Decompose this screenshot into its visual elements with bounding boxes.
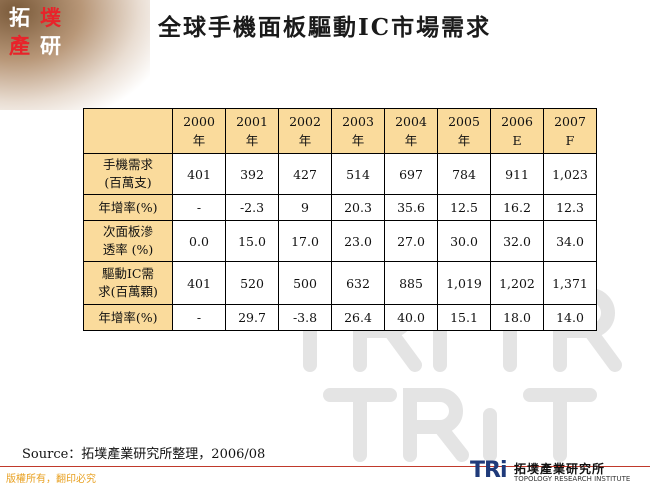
tri-logo-mark: TRi <box>470 458 507 483</box>
table-cell: 500 <box>278 261 332 305</box>
column-header: 2006 E <box>490 108 544 154</box>
table-cell: 12.3 <box>543 194 597 221</box>
table-cell: - <box>172 194 226 221</box>
table-cell: 401 <box>172 153 226 195</box>
table-cell: 16.2 <box>490 194 544 221</box>
table-cell: 1,023 <box>543 153 597 195</box>
table-cell: 520 <box>225 261 279 305</box>
copyright-notice: 版權所有，翻印必究 <box>6 474 96 485</box>
table-cell: 30.0 <box>437 220 491 262</box>
row-label: 次面板滲 透率 (%) <box>83 220 173 262</box>
table-cell: 32.0 <box>490 220 544 262</box>
row-label: 手機需求 (百萬支) <box>83 153 173 195</box>
table-cell: 911 <box>490 153 544 195</box>
footer-divider <box>0 466 650 467</box>
table-row: 年增率(%) - -2.3 9 20.3 35.6 12.5 16.2 12.3 <box>83 194 597 221</box>
table-row: 驅動IC需 求(百萬顆) 401 520 500 632 885 1,019 1,… <box>83 261 597 305</box>
logo-char: 拓 <box>9 6 30 30</box>
table-cell: 427 <box>278 153 332 195</box>
table-cell: 35.6 <box>384 194 438 221</box>
column-header: 2002 年 <box>278 108 332 154</box>
table-cell: 1,371 <box>543 261 597 305</box>
table-cell: 9 <box>278 194 332 221</box>
column-header: 2000 年 <box>172 108 226 154</box>
table-cell: 632 <box>331 261 385 305</box>
table-cell: 27.0 <box>384 220 438 262</box>
table-cell: - <box>172 304 226 331</box>
table-cell: 20.3 <box>331 194 385 221</box>
table-cell: 40.0 <box>384 304 438 331</box>
tri-brand-logo: TRi 拓墣產業研究所 TOPOLOGY RESEARCH INSTITUTE <box>470 458 648 485</box>
table-cell: 885 <box>384 261 438 305</box>
row-label: 驅動IC需 求(百萬顆) <box>83 261 173 305</box>
table-cell: 23.0 <box>331 220 385 262</box>
tri-corner-logo: 拓 墣 產 研 <box>4 4 66 60</box>
column-header: 2004 年 <box>384 108 438 154</box>
row-label: 年增率(%) <box>83 304 173 331</box>
logo-char: 產 <box>9 34 30 58</box>
table-cell: 392 <box>225 153 279 195</box>
table-cell: 0.0 <box>172 220 226 262</box>
logo-char: 墣 <box>40 6 61 30</box>
brand-name-cn: 拓墣產業研究所 <box>514 462 606 476</box>
page-title: 全球手機面板驅動IC市場需求 <box>158 14 492 41</box>
column-header: 2001 年 <box>225 108 279 154</box>
table-cell: 34.0 <box>543 220 597 262</box>
data-table: 2000 年 2001 年 2002 年 2003 年 2004 年 2005 年 2006… <box>83 108 597 331</box>
table-cell: 18.0 <box>490 304 544 331</box>
table-cell: 14.0 <box>543 304 597 331</box>
table-header-row: 2000 年 2001 年 2002 年 2003 年 2004 年 2005 年 2006… <box>83 108 597 154</box>
column-header: 2003 年 <box>331 108 385 154</box>
table-cell: 15.1 <box>437 304 491 331</box>
brand-name-en: TOPOLOGY RESEARCH INSTITUTE <box>514 475 631 483</box>
table-row: 次面板滲 透率 (%) 0.0 15.0 17.0 23.0 27.0 30.0 … <box>83 220 597 262</box>
logo-char: 研 <box>40 34 61 58</box>
source-note: Source：拓墣產業研究所整理，2006/08 <box>22 447 266 462</box>
table-cell: 26.4 <box>331 304 385 331</box>
table-row: 年增率(%) - 29.7 -3.8 26.4 40.0 15.1 18.0 1… <box>83 304 597 331</box>
table-cell: 29.7 <box>225 304 279 331</box>
table-cell: 1,202 <box>490 261 544 305</box>
table-row: 手機需求 (百萬支) 401 392 427 514 697 784 911 1,… <box>83 153 597 195</box>
table-cell: 12.5 <box>437 194 491 221</box>
table-cell: 15.0 <box>225 220 279 262</box>
table-cell: -2.3 <box>225 194 279 221</box>
header-stub-cell <box>83 108 173 154</box>
column-header: 2007 F <box>543 108 597 154</box>
table-cell: 1,019 <box>437 261 491 305</box>
table-cell: 697 <box>384 153 438 195</box>
table-cell: 514 <box>331 153 385 195</box>
column-header: 2005 年 <box>437 108 491 154</box>
table-cell: 17.0 <box>278 220 332 262</box>
row-label: 年增率(%) <box>83 194 173 221</box>
table-cell: 401 <box>172 261 226 305</box>
table-cell: -3.8 <box>278 304 332 331</box>
table-cell: 784 <box>437 153 491 195</box>
map-background <box>0 0 150 110</box>
